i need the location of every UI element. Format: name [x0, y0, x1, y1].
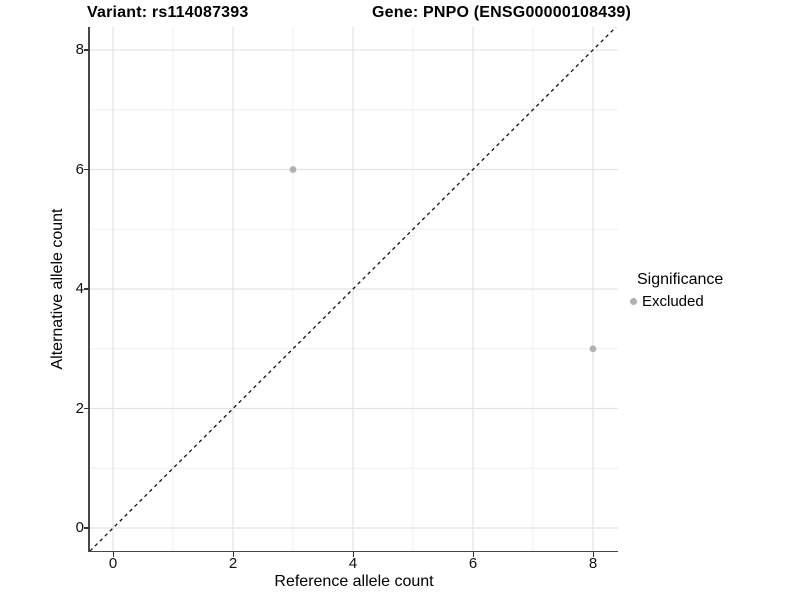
legend-item-excluded: Excluded [630, 293, 723, 310]
y-axis-title: Alternative allele count [49, 208, 66, 370]
identity-line [90, 27, 617, 551]
legend-item-label: Excluded [642, 293, 704, 310]
y-tick-mark-4 [84, 288, 89, 290]
y-tick-label-8: 8 [75, 41, 84, 58]
y-tick-mark-8 [84, 49, 89, 51]
y-tick-mark-0 [84, 527, 89, 529]
data-point-8-3 [589, 345, 597, 353]
x-tick-mark-4 [352, 552, 354, 557]
y-tick-label-6: 6 [75, 160, 84, 178]
y-tick-label-0: 0 [75, 519, 84, 536]
x-tick-mark-6 [472, 552, 474, 557]
x-tick-label-6: 6 [468, 555, 478, 572]
x-tick-label-8: 8 [588, 555, 598, 572]
x-tick-label-4: 4 [348, 555, 358, 572]
x-tick-mark-0 [112, 552, 114, 557]
chart-title-gene: Gene: PNPO (ENSG00000108439) [372, 4, 632, 21]
x-tick-mark-8 [592, 552, 594, 557]
plot-canvas [90, 27, 618, 551]
legend-title: Significance [637, 271, 724, 288]
y-tick-mark-2 [84, 407, 89, 410]
y-axis-line [88, 27, 90, 552]
legend-point-icon [630, 298, 637, 305]
x-tick-label-0: 0 [108, 555, 118, 572]
x-tick-label-2: 2 [228, 555, 238, 572]
y-tick-mark-6 [84, 168, 89, 171]
x-axis-title: Reference allele count [274, 573, 434, 590]
y-tick-label-4: 4 [75, 280, 84, 297]
chart-title-variant: Variant: rs114087393 [87, 4, 249, 21]
data-point-3-6 [289, 166, 297, 173]
x-tick-mark-2 [232, 552, 234, 557]
legend: Significance Excluded [630, 271, 723, 310]
plot-panel [90, 27, 618, 551]
x-axis-line [88, 550, 618, 552]
y-tick-label-2: 2 [75, 399, 84, 417]
